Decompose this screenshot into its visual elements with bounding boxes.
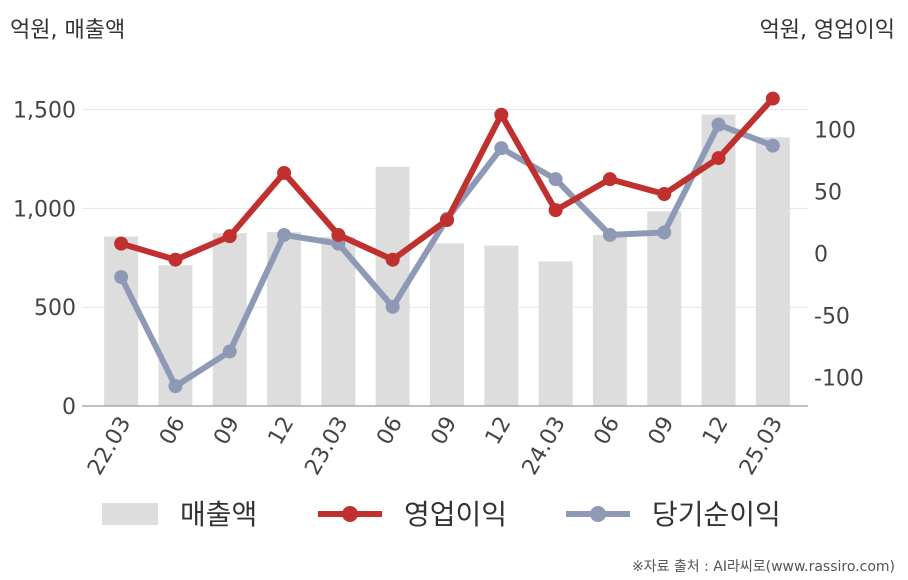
bar — [755, 137, 790, 406]
source-note: ※자료 출처 : AI라씨로(www.rassiro.com) — [632, 559, 895, 575]
data-point — [114, 270, 129, 285]
data-point — [711, 117, 726, 132]
data-point — [494, 107, 509, 122]
left-tick-label: 1,500 — [13, 99, 76, 124]
data-point — [494, 141, 509, 156]
bar — [430, 243, 464, 406]
x-tick-label: 09 — [644, 413, 680, 450]
legend: 매출액 영업이익 당기순이익 — [102, 498, 781, 531]
x-tick-label: 09 — [427, 413, 463, 450]
left-axis-unit-label: 억원, 매출액 — [10, 18, 125, 43]
data-point — [657, 225, 672, 240]
data-point — [385, 299, 400, 314]
x-tick-label: 09 — [209, 413, 245, 450]
data-point — [222, 229, 237, 244]
line-series — [114, 91, 780, 394]
data-point — [222, 344, 237, 359]
data-point — [602, 227, 617, 242]
right-axis-unit-label: 억원, 영업이익 — [760, 18, 895, 43]
x-tick-label: 12 — [698, 413, 734, 450]
data-point — [657, 187, 672, 202]
right-axis-ticks: -100 -50 0 50 100 — [814, 119, 864, 392]
data-point — [331, 227, 346, 242]
left-tick-label: 500 — [34, 296, 76, 321]
legend-swatch-bar — [102, 503, 158, 525]
x-axis-ticks: 22.03 06 09 12 23.03 06 09 12 24.03 06 09 12 25.03 — [83, 413, 788, 480]
x-tick-label: 22.03 — [83, 413, 136, 480]
data-point — [548, 172, 563, 187]
bar — [321, 237, 356, 406]
data-point — [168, 252, 183, 267]
bar — [484, 245, 519, 406]
x-tick-label: 06 — [589, 413, 625, 450]
data-point — [277, 227, 292, 242]
x-tick-label: 06 — [372, 413, 408, 450]
left-tick-label: 1,000 — [13, 197, 76, 222]
data-point — [548, 203, 563, 218]
right-tick-label: 0 — [814, 243, 828, 268]
data-point — [168, 379, 183, 394]
data-point — [385, 252, 400, 267]
data-point — [602, 172, 617, 187]
data-point — [440, 213, 454, 228]
right-tick-label: -100 — [814, 366, 864, 391]
legend-label: 당기순이익 — [652, 498, 781, 531]
x-tick-label: 12 — [481, 413, 517, 450]
data-point — [114, 236, 129, 251]
legend-swatch-marker — [590, 506, 606, 522]
data-point — [765, 138, 780, 153]
bar — [212, 233, 247, 406]
legend-label: 매출액 — [180, 498, 257, 531]
x-tick-label: 24.03 — [518, 413, 571, 480]
bar — [647, 211, 682, 406]
legend-swatch-marker — [342, 506, 358, 522]
x-tick-label: 25.03 — [735, 413, 788, 480]
bar-series — [104, 114, 790, 407]
legend-label: 영업이익 — [404, 498, 507, 531]
right-tick-label: -50 — [814, 305, 850, 330]
bar — [538, 261, 573, 406]
left-axis-ticks: 0 500 1,000 1,500 — [13, 99, 76, 420]
right-tick-label: 50 — [814, 181, 842, 206]
x-tick-label: 06 — [155, 413, 191, 450]
data-point — [711, 151, 726, 166]
bar — [104, 236, 139, 406]
left-tick-label: 0 — [62, 395, 76, 420]
x-tick-label: 23.03 — [300, 413, 353, 480]
bar — [592, 235, 627, 406]
data-point — [277, 165, 292, 180]
data-point — [765, 91, 780, 106]
x-tick-label: 12 — [264, 413, 300, 450]
right-tick-label: 100 — [814, 119, 856, 144]
